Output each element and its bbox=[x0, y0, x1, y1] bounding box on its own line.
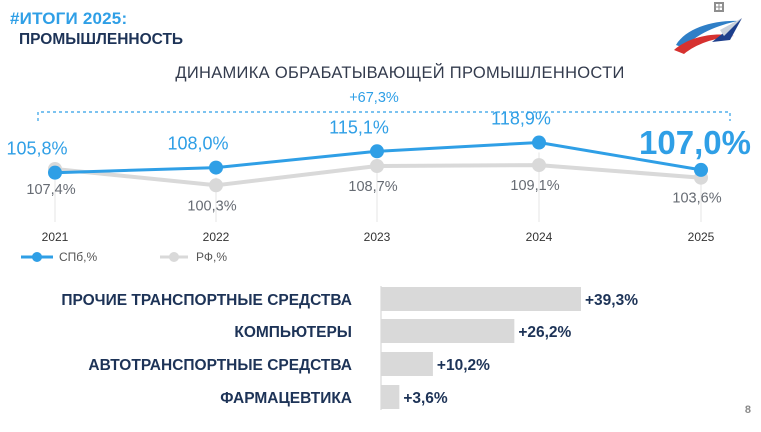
spb-data-label: 108,0% bbox=[167, 134, 228, 154]
chart-title: ДИНАМИКА ОБРАБАТЫВАЮЩЕЙ ПРОМЫШЛЕННОСТИ bbox=[175, 64, 625, 82]
x-tick-label: 2023 bbox=[364, 230, 391, 244]
bar bbox=[381, 287, 581, 311]
x-tick-label: 2022 bbox=[203, 230, 230, 244]
bar-value-label: +10,2% bbox=[437, 357, 490, 374]
legend-rf-marker bbox=[169, 252, 179, 262]
spb-data-label: 107,0% bbox=[639, 124, 751, 161]
x-tick-label: 2024 bbox=[526, 230, 553, 244]
bar-value-label: +26,2% bbox=[518, 324, 571, 341]
hashtag-title: #ИТОГИ 2025: bbox=[10, 9, 128, 28]
rf-data-label: 103,6% bbox=[672, 191, 721, 207]
rf-data-label: 107,4% bbox=[26, 182, 75, 198]
spb-data-label: 105,8% bbox=[6, 139, 67, 159]
x-tick-label: 2025 bbox=[688, 230, 715, 244]
x-tick-label: 2021 bbox=[42, 230, 69, 244]
spb-point bbox=[370, 144, 384, 159]
spb-data-label: 118,9% bbox=[491, 109, 551, 129]
rf-point bbox=[209, 178, 223, 193]
bar bbox=[381, 319, 515, 343]
legend-rf-label: РФ,% bbox=[196, 250, 227, 264]
page-number: 8 bbox=[744, 404, 751, 416]
spb-point bbox=[532, 135, 546, 150]
logo-icon bbox=[674, 18, 742, 54]
slide-subtitle: ПРОМЫШЛЕННОСТЬ bbox=[19, 31, 184, 48]
rf-data-label: 108,7% bbox=[348, 179, 397, 195]
spb-point bbox=[48, 165, 62, 180]
rf-point bbox=[370, 158, 384, 173]
spb-point bbox=[209, 160, 223, 175]
bar-value-label: +39,3% bbox=[585, 292, 638, 309]
growth-bracket bbox=[37, 111, 731, 121]
bar-category-label: АВТОТРАНСПОРТНЫЕ СРЕДСТВА bbox=[88, 357, 352, 374]
bar-category-label: ФАРМАЦЕВТИКА bbox=[220, 390, 352, 407]
rf-data-label: 109,1% bbox=[510, 178, 559, 194]
spb-point bbox=[694, 162, 708, 177]
spb-data-label: 115,1% bbox=[329, 117, 389, 137]
bar-category-label: ПРОЧИЕ ТРАНСПОРТНЫЕ СРЕДСТВА bbox=[61, 292, 352, 309]
rf-point bbox=[532, 158, 546, 173]
legend-spb-marker bbox=[32, 252, 42, 262]
growth-label: +67,3% bbox=[349, 90, 399, 106]
rf-data-label: 100,3% bbox=[187, 198, 236, 214]
bar bbox=[381, 352, 433, 376]
legend-spb-label: СПб,% bbox=[59, 250, 97, 264]
bar-value-label: +3,6% bbox=[403, 390, 448, 407]
bar-category-label: КОМПЬЮТЕРЫ bbox=[234, 324, 352, 341]
grid-icon[interactable] bbox=[714, 2, 724, 12]
bar bbox=[381, 385, 400, 409]
